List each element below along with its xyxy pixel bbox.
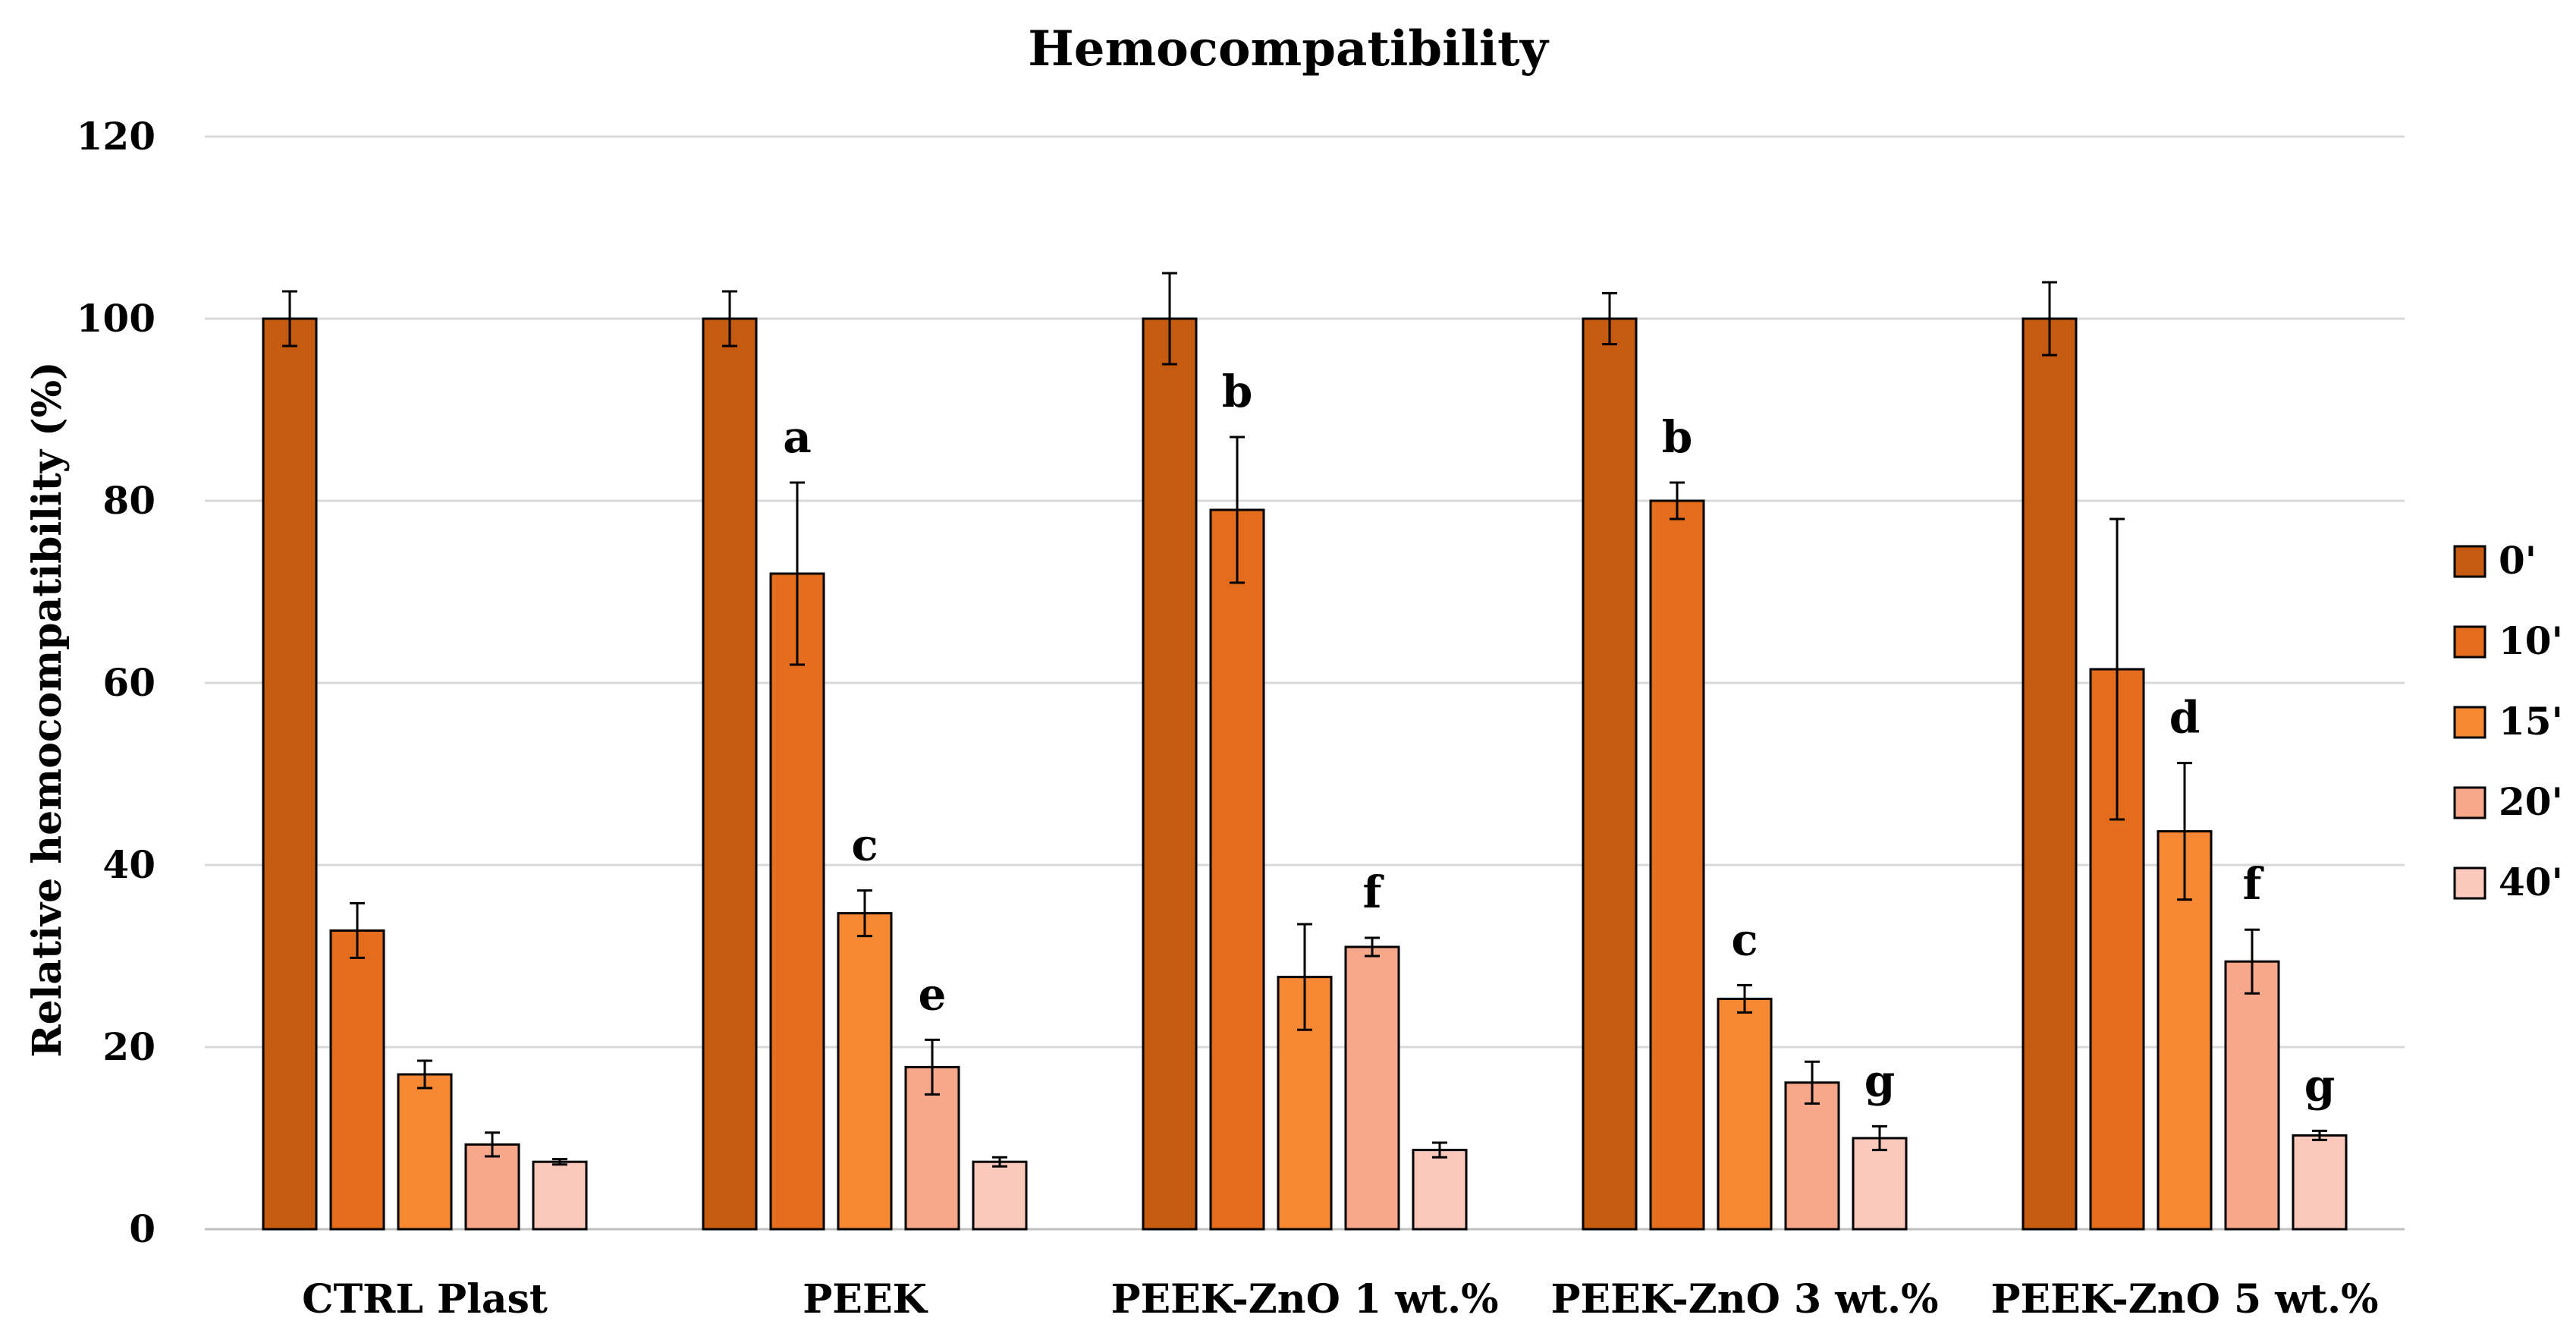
bar bbox=[262, 317, 318, 1231]
bar bbox=[1649, 499, 1705, 1231]
error-bar bbox=[1365, 936, 1380, 958]
bar bbox=[2224, 960, 2280, 1231]
legend-label: 40' bbox=[2499, 860, 2563, 904]
legend-label: 0' bbox=[2499, 538, 2537, 583]
error-bar bbox=[350, 901, 365, 959]
y-tick-label: 0 bbox=[129, 1206, 156, 1251]
legend-swatch bbox=[2453, 867, 2486, 900]
error-bar bbox=[1737, 983, 1752, 1014]
bar bbox=[1412, 1149, 1468, 1231]
legend-swatch bbox=[2453, 625, 2486, 659]
bar bbox=[837, 912, 893, 1231]
bar bbox=[1784, 1081, 1840, 1231]
bar bbox=[702, 317, 758, 1231]
y-axis-ticks: 0 20 40 60 80 100 120 bbox=[77, 114, 156, 1251]
x-category-label: PEEK bbox=[803, 1276, 928, 1323]
error-bar bbox=[485, 1131, 500, 1158]
legend-label: 20' bbox=[2499, 779, 2563, 824]
significance-letter: g bbox=[1864, 1055, 1896, 1106]
x-category-label: PEEK-ZnO 1 wt.% bbox=[1111, 1276, 1498, 1323]
x-category-label: CTRL Plast bbox=[302, 1276, 548, 1323]
bar bbox=[2022, 317, 2078, 1231]
y-tick-label: 40 bbox=[102, 842, 156, 887]
error-bar bbox=[1602, 291, 1617, 346]
significance-letter: b bbox=[1222, 366, 1253, 417]
legend-swatch bbox=[2453, 545, 2486, 578]
error-bar bbox=[2312, 1129, 2327, 1141]
bar bbox=[532, 1160, 588, 1231]
significance-letter: d bbox=[2169, 692, 2201, 744]
x-category-label: PEEK-ZnO 3 wt.% bbox=[1550, 1276, 1938, 1323]
bar bbox=[464, 1143, 520, 1231]
bar bbox=[1344, 945, 1400, 1231]
x-category-label: PEEK-ZnO 5 wt.% bbox=[1990, 1276, 2378, 1323]
bar bbox=[1852, 1137, 1908, 1231]
y-tick-label: 20 bbox=[102, 1024, 156, 1069]
significance-letter: f bbox=[1363, 867, 1385, 918]
bar bbox=[1142, 317, 1198, 1231]
error-bar bbox=[1872, 1124, 1887, 1152]
bar bbox=[1582, 317, 1638, 1231]
significance-letter: c bbox=[851, 819, 878, 871]
error-bar bbox=[282, 290, 297, 348]
y-tick-label: 80 bbox=[102, 478, 156, 523]
significance-annotations: a c e b f b c g d f g bbox=[783, 366, 2335, 1111]
error-bar bbox=[992, 1156, 1007, 1168]
bar bbox=[1209, 508, 1265, 1231]
error-bar bbox=[1432, 1141, 1447, 1159]
error-bar bbox=[1805, 1060, 1820, 1105]
bars bbox=[262, 317, 2348, 1231]
bar bbox=[1717, 997, 1773, 1231]
error-bar bbox=[2245, 928, 2260, 995]
significance-letter: b bbox=[1662, 411, 1693, 463]
bar bbox=[972, 1160, 1028, 1231]
bar bbox=[397, 1073, 453, 1231]
significance-letter: e bbox=[919, 968, 947, 1020]
gridlines bbox=[205, 135, 2405, 1231]
y-axis-label: Relative hemocompatibility (%) bbox=[24, 361, 71, 1057]
legend-swatch bbox=[2453, 706, 2486, 739]
bar bbox=[329, 929, 385, 1231]
legend: 0' 10' 15' 20' 40' bbox=[2453, 538, 2563, 904]
error-bar bbox=[417, 1059, 432, 1090]
error-bar bbox=[1162, 272, 1177, 366]
error-bar bbox=[1297, 923, 1312, 1031]
error-bar bbox=[2177, 762, 2192, 901]
significance-letter: f bbox=[2243, 858, 2265, 910]
error-bar bbox=[1230, 436, 1245, 584]
bar bbox=[769, 572, 825, 1231]
significance-letter: a bbox=[783, 411, 812, 463]
error-bar bbox=[2109, 517, 2125, 821]
legend-label: 15' bbox=[2499, 699, 2563, 744]
error-bar bbox=[857, 889, 872, 938]
legend-label: 10' bbox=[2499, 618, 2563, 663]
error-bar bbox=[790, 481, 805, 666]
error-bar bbox=[552, 1158, 567, 1166]
error-bar bbox=[925, 1038, 940, 1096]
bar bbox=[2292, 1134, 2348, 1231]
x-axis-categories: CTRL Plast PEEK PEEK-ZnO 1 wt.% PEEK-ZnO 3 … bbox=[302, 1276, 2378, 1323]
y-tick-label: 60 bbox=[102, 660, 156, 705]
error-bars bbox=[282, 272, 2327, 1168]
significance-letter: g bbox=[2304, 1059, 2336, 1111]
y-tick-label: 100 bbox=[77, 296, 156, 341]
significance-letter: c bbox=[1731, 914, 1758, 965]
error-bar bbox=[722, 290, 737, 348]
y-tick-label: 120 bbox=[77, 114, 156, 159]
legend-swatch bbox=[2453, 786, 2486, 819]
chart-title: Hemocompatibility bbox=[1028, 20, 1549, 77]
error-bar bbox=[1670, 481, 1685, 521]
error-bar bbox=[2042, 281, 2057, 357]
